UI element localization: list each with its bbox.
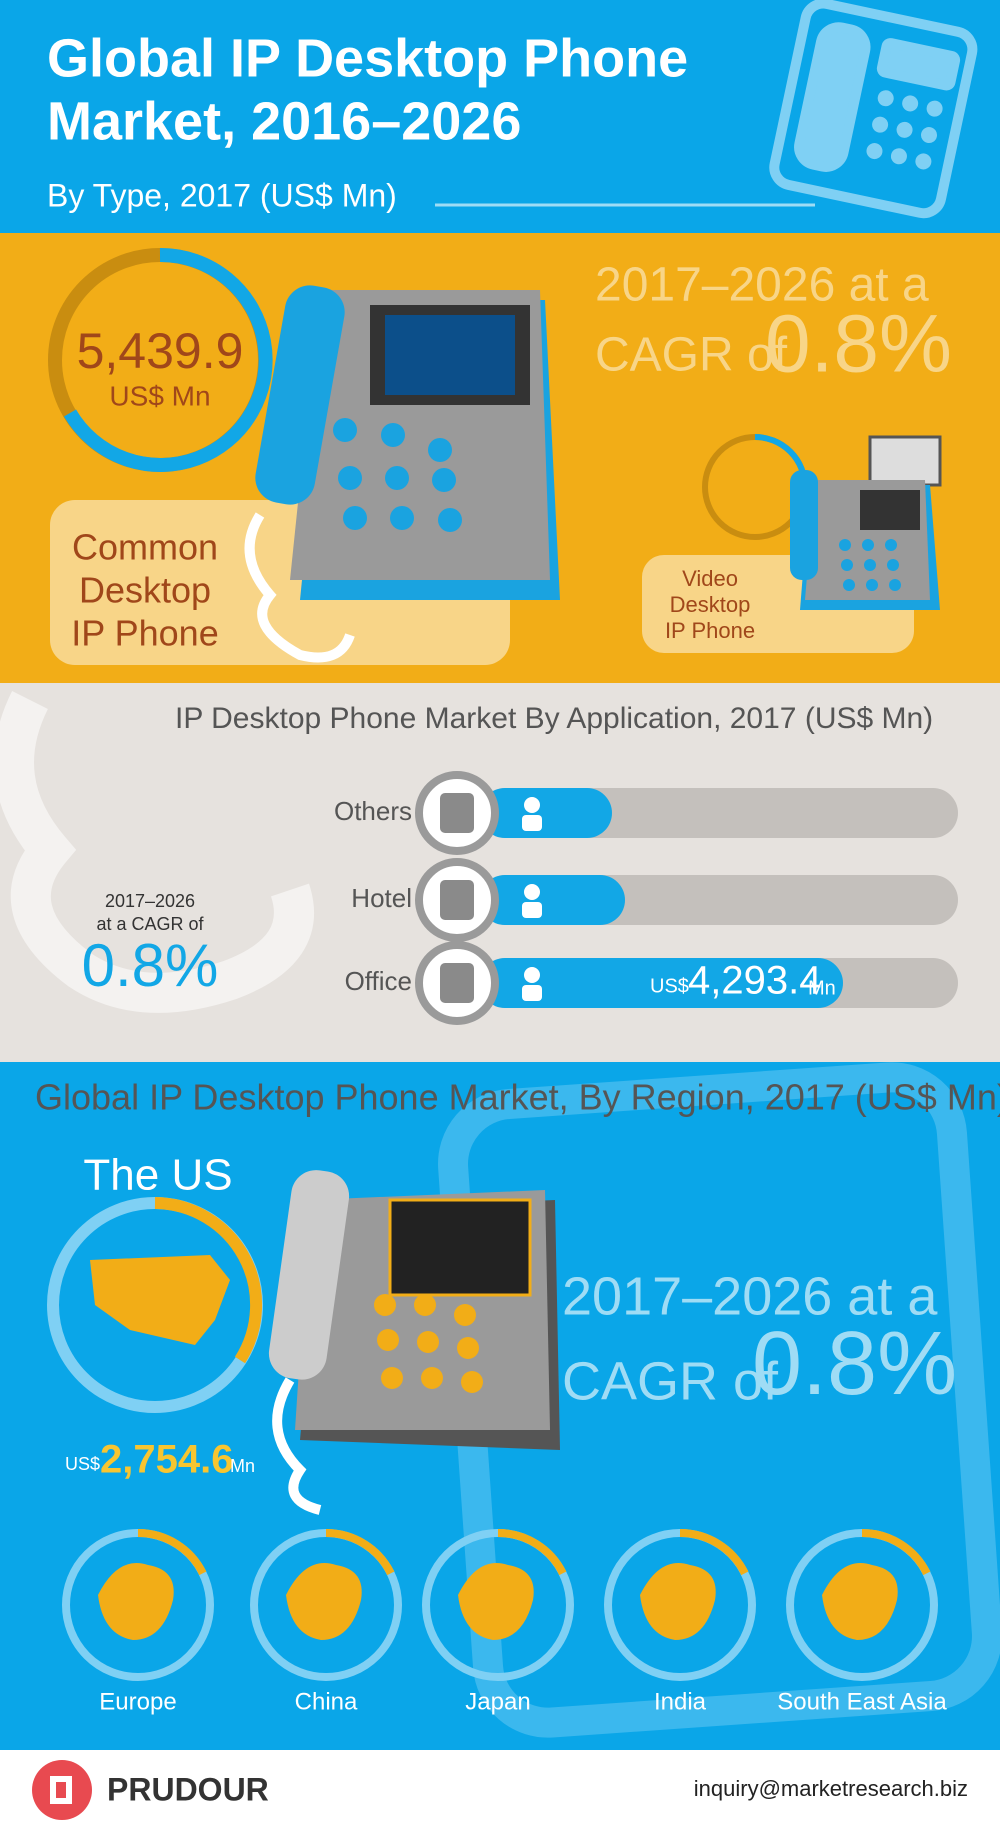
region-label: Japan [465,1688,530,1715]
common-unit: US$ Mn [109,380,210,411]
us-label: The US [83,1151,232,1200]
common-label: Common [72,527,218,568]
common-value: 5,439.9 [77,323,244,379]
cagr-text: CAGR of [562,1351,779,1411]
phone-icon [440,880,474,920]
section-title: Global IP Desktop Phone Market, By Regio… [35,1077,1000,1118]
person-icon [522,985,542,1001]
brand: PRUDOUR [107,1771,269,1807]
cagr-text: at a CAGR of [96,914,204,934]
office-value: 4,293.4 [688,959,821,1003]
subtitle: By Type, 2017 (US$ Mn) [47,177,397,213]
phone-illustration [244,285,560,663]
phone-icon [440,793,474,833]
cagr-rate: 0.8% [82,932,219,999]
bar-fill [480,788,612,838]
title: Global IP Desktop Phone [47,28,688,88]
cagr-text: 2017–2026 at a [595,259,929,312]
us-ring-arc [154,1197,263,1364]
person-icon [522,815,542,831]
video-label: IP Phone [665,618,755,643]
office-currency: US$ [650,975,689,997]
region-ring-arc [137,1528,207,1576]
footer-bg [0,1750,1000,1826]
bar-fill [480,875,625,925]
person-icon [522,902,542,918]
cagr-text: CAGR of [595,329,788,382]
region-label: India [654,1688,707,1715]
cagr-text: 2017–2026 at a [562,1266,938,1326]
person-icon [524,967,540,983]
us-unit: Mn [230,1456,255,1476]
region-ring-arc [679,1528,749,1576]
application-label: Others [334,796,412,826]
us-currency: US$ [65,1454,100,1474]
common-label: IP Phone [71,613,218,654]
phone-icon [440,963,474,1003]
video-phone-illustration [790,435,942,610]
cord-decoration [0,691,314,1013]
common-label: Desktop [79,570,211,611]
region-ring-arc [497,1528,567,1576]
region-label: Europe [99,1688,176,1715]
cagr-rate: 0.8% [752,1314,957,1414]
region-map [98,1563,174,1640]
cagr-rate: 0.8% [765,299,952,390]
region-ring-arc [325,1528,395,1576]
logo [32,1760,92,1820]
person-icon [524,797,540,813]
header-phone-icon [769,0,978,219]
region-map [286,1563,362,1640]
us-map [90,1255,230,1345]
us-value: 2,754.6 [100,1438,233,1482]
email: inquiry@marketresearch.biz [694,1776,968,1801]
region-ring-arc [861,1528,931,1576]
phone-illustration [268,1170,560,1515]
region-map [822,1563,898,1640]
section-title: IP Desktop Phone Market By Application, … [175,702,933,735]
region-label: South East Asia [777,1688,947,1715]
region-map [640,1563,716,1640]
region-map [458,1563,534,1640]
bar-fill [480,958,843,1008]
cagr-text: 2017–2026 [105,891,195,911]
video-label: Video [682,566,738,591]
office-unit: Mn [808,977,836,999]
application-label: Office [345,966,412,996]
application-label: Hotel [351,883,412,913]
video-label: Desktop [670,592,751,617]
ring-arc [63,247,273,472]
person-icon [524,884,540,900]
region-label: China [295,1688,358,1715]
title: Market, 2016–2026 [47,91,521,151]
